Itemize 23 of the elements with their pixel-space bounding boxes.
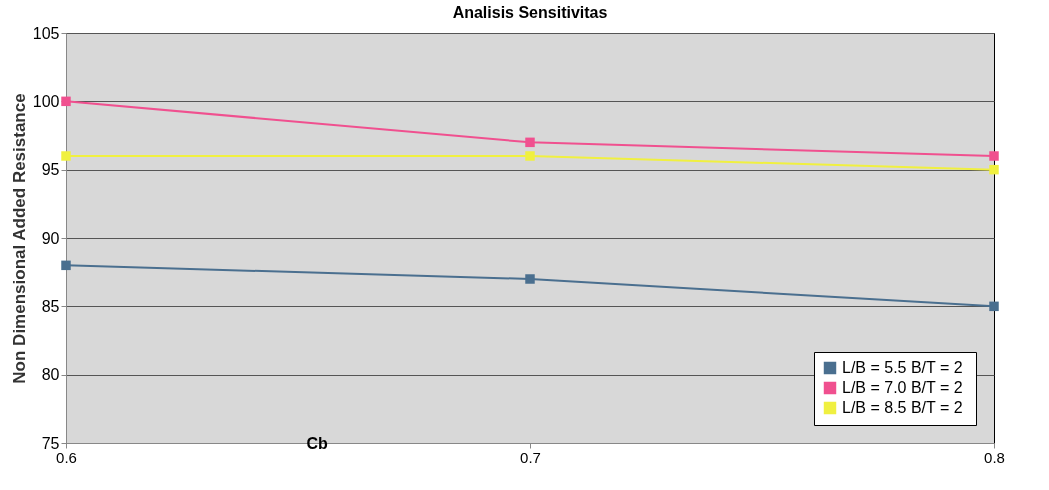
point: [525, 274, 535, 284]
legend-label: L/B = 8.5 B/T = 2: [842, 399, 963, 416]
y-tick-label: 85: [41, 297, 60, 315]
point: [61, 151, 71, 161]
point: [989, 164, 999, 175]
legend-label: L/B = 7.0 B/T = 2: [842, 379, 963, 396]
y-tick-label: 100: [32, 92, 60, 110]
y-tick-label: 95: [41, 161, 60, 179]
y-tick-label: 90: [41, 229, 60, 247]
x-tick-label: 0.7: [520, 448, 541, 466]
chart-title: Analisis Sensitivitas: [452, 4, 608, 21]
point: [989, 301, 999, 312]
y-axis-title: Non Dimensional Added Resistance: [9, 93, 29, 384]
point: [989, 151, 999, 161]
point: [61, 260, 71, 271]
point: [61, 96, 71, 107]
x-tick-label: 0.8: [984, 448, 1005, 466]
legend-label: L/B = 5.5 B/T = 2: [842, 359, 963, 376]
point: [525, 151, 535, 161]
point: [525, 137, 535, 148]
x-axis-title: Cb: [306, 434, 329, 452]
y-tick-label: 80: [41, 366, 60, 384]
y-tick-label: 105: [32, 24, 60, 42]
